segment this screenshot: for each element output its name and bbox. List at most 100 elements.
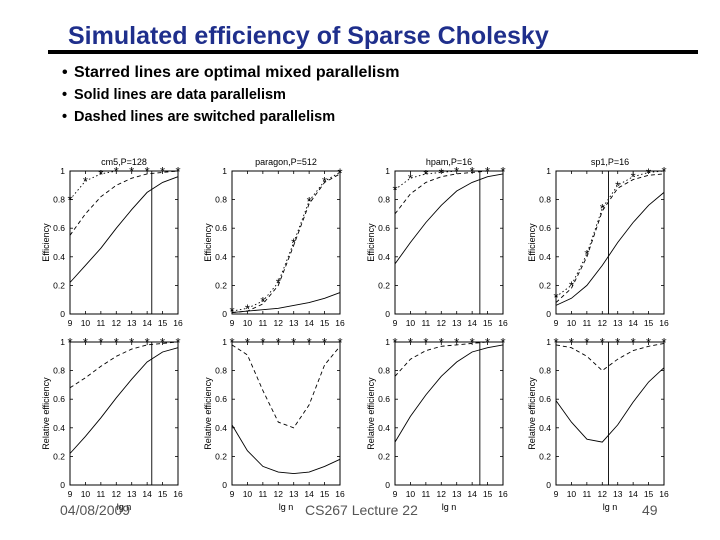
x-tick-label: 10 [567,318,577,328]
y-tick-label: 0.6 [539,394,551,404]
y-tick-label: 0.6 [53,394,65,404]
y-tick-label: 0.4 [53,252,65,262]
bullet-dot-icon: • [62,64,68,81]
x-axis-label: lg n [279,502,294,512]
x-tick-label: 13 [289,489,299,499]
x-tick-label: 16 [659,489,669,499]
bullet-list: • Starred lines are optimal mixed paralle… [62,62,399,128]
star-marker: * [485,335,490,350]
star-marker: * [229,304,234,319]
star-marker: * [129,164,134,179]
bullet-text: Solid lines are data parallelism [74,87,286,103]
footer-date: 04/08/2009 [60,502,131,518]
x-tick-label: 11 [96,489,105,499]
series-line-starred [231,172,341,312]
series-line-dashed [555,173,665,303]
y-tick-label: 0 [385,480,390,490]
y-axis-label: Relative efficiency [527,377,537,450]
x-tick-label: 10 [406,489,416,499]
y-tick-label: 0.6 [215,223,227,233]
slide-title: Simulated efficiency of Sparse Cholesky [68,22,549,50]
y-tick-label: 0.2 [539,451,551,461]
series-line-dashed [231,173,341,314]
x-tick-label: 15 [483,489,493,499]
series-line-solid [394,344,504,443]
x-tick-label: 15 [644,318,654,328]
y-tick-label: 0.6 [53,223,65,233]
y-tick-label: 0.4 [539,252,551,262]
y-tick-label: 0.2 [215,451,227,461]
y-tick-label: 1 [546,337,551,347]
star-marker: * [260,335,265,350]
star-marker: * [98,335,103,350]
x-tick-label: 16 [498,489,508,499]
series-line-solid [555,192,665,306]
bullet-item: • Dashed lines are switched parallelism [62,106,399,128]
series-line-starred [555,170,665,298]
y-tick-label: 0.2 [53,451,65,461]
x-tick-label: 9 [393,489,398,499]
y-tick-label: 0.8 [215,366,227,376]
y-axis-label: Efficiency [203,223,213,262]
x-tick-label: 10 [243,318,253,328]
y-tick-label: 0.4 [215,423,227,433]
star-marker: * [600,201,605,216]
bullet-dot-icon: • [62,109,68,125]
x-tick-label: 9 [393,318,398,328]
bullet-dot-icon: • [62,87,68,103]
x-tick-label: 13 [127,489,137,499]
x-tick-label: 11 [582,489,591,499]
y-tick-label: 0 [60,309,65,319]
star-marker: * [584,247,589,262]
y-tick-label: 0.8 [378,366,390,376]
star-marker: * [245,335,250,350]
x-tick-label: 15 [644,489,654,499]
y-axis-label: Relative efficiency [203,377,213,450]
y-tick-label: 0.2 [215,280,227,290]
bullet-text: Dashed lines are switched parallelism [74,109,336,125]
series-line-dashed [231,344,341,429]
star-marker: * [631,170,636,185]
star-marker: * [454,335,459,350]
x-tick-label: 16 [659,318,669,328]
x-tick-label: 13 [452,318,462,328]
y-tick-label: 0 [546,309,551,319]
x-tick-label: 9 [230,318,235,328]
y-axis-label: Efficiency [527,223,537,262]
chart-title: sp1,P=16 [591,157,629,167]
y-tick-label: 0.4 [539,423,551,433]
y-tick-label: 0.6 [539,223,551,233]
x-tick-label: 10 [406,318,416,328]
star-marker: * [553,290,558,305]
y-tick-label: 1 [546,166,551,176]
star-marker: * [114,164,119,179]
x-tick-label: 14 [142,489,152,499]
x-tick-label: 16 [173,489,183,499]
y-tick-label: 1 [385,337,390,347]
chart-panel: 9 10 11 12 13 14 15 16 0 0.2 0.4 0.6 0.8 1 hpam,P=16 Ef… [366,157,508,328]
x-tick-label: 14 [467,489,477,499]
x-tick-label: 12 [112,318,122,328]
x-tick-label: 13 [127,318,137,328]
plot-frame [231,341,341,486]
x-tick-label: 15 [158,489,168,499]
y-tick-label: 0.8 [53,195,65,205]
x-tick-label: 12 [598,318,608,328]
x-tick-label: 12 [112,489,122,499]
star-marker: * [83,335,88,350]
chart-panel: 9 10 11 12 13 14 15 16 0 0.2 0.4 0.6 0.8 1 sp1,P=16 Eff… [527,157,669,328]
x-tick-label: 16 [335,489,345,499]
star-marker: * [291,335,296,350]
x-tick-label: 15 [158,318,168,328]
series-line-dashed [69,170,179,236]
chart-panel: 9 10 11 12 13 14 15 16 0 0.2 0.4 0.6 0.8 1 Relative ef… [527,335,669,512]
x-tick-label: 10 [81,489,91,499]
x-tick-label: 13 [452,489,462,499]
plot-frame [69,170,179,315]
star-marker: * [67,193,72,208]
star-marker: * [500,335,505,350]
x-tick-label: 14 [304,489,314,499]
x-tick-label: 16 [335,318,345,328]
y-tick-label: 1 [222,166,227,176]
